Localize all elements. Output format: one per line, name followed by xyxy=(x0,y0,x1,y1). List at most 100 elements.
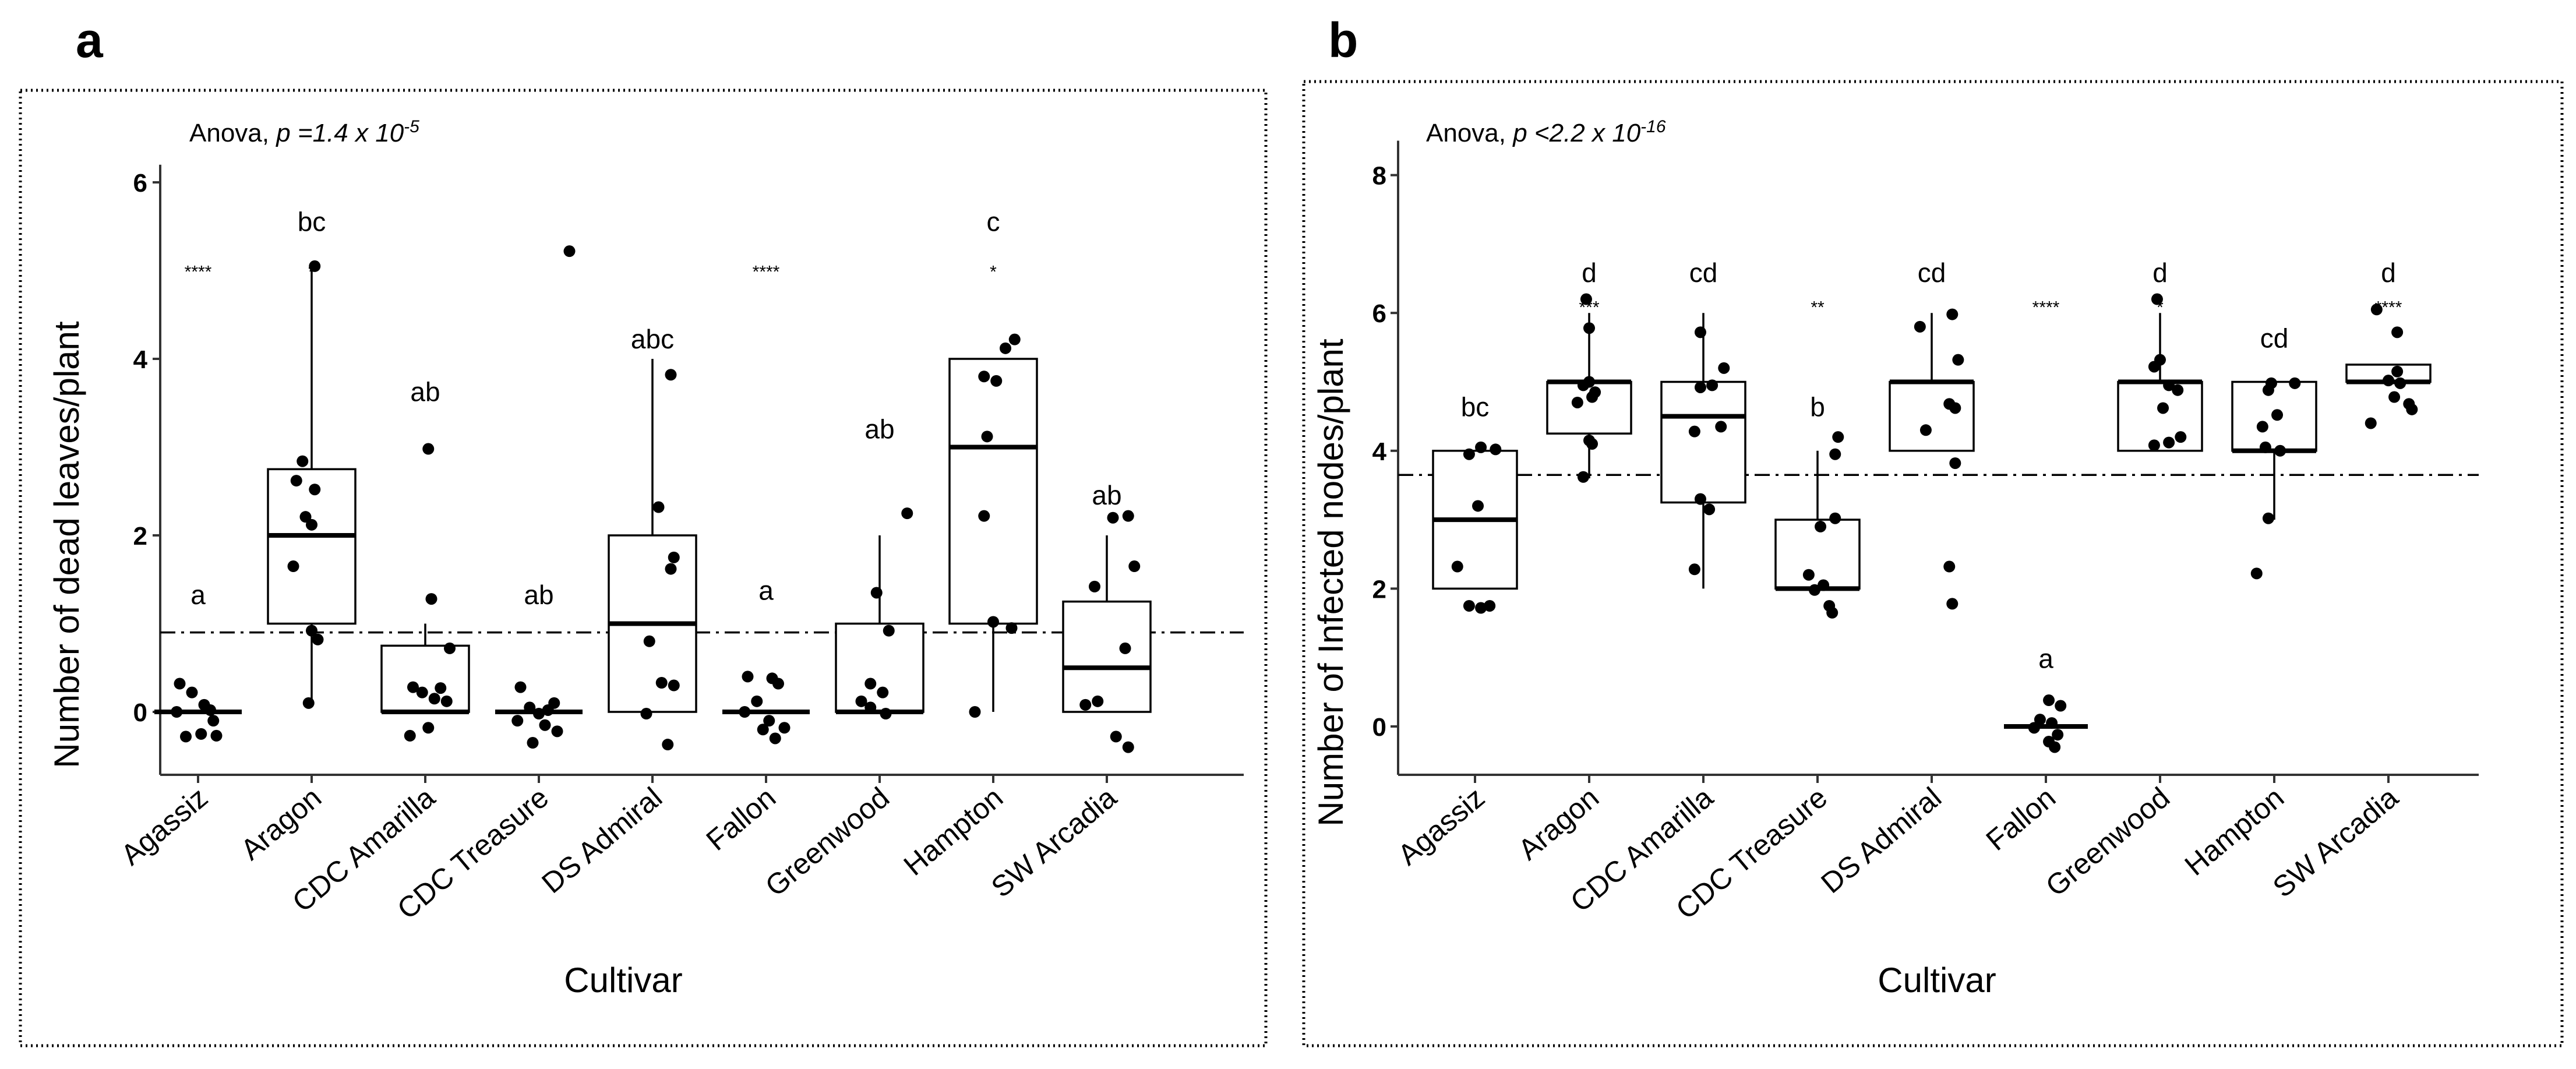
box-iqr xyxy=(1062,600,1152,713)
data-point xyxy=(1122,510,1134,522)
data-point xyxy=(640,708,652,720)
panel-b-y-tick: 6 xyxy=(1372,299,1386,328)
panel-a-x-tick: Greenwood xyxy=(759,781,895,903)
data-point xyxy=(435,682,447,694)
data-point xyxy=(2391,326,2404,338)
data-point xyxy=(186,686,198,698)
data-point xyxy=(1818,579,1830,591)
panel-a-sig-mark: * xyxy=(990,263,997,282)
data-point xyxy=(1586,391,1598,403)
data-point xyxy=(407,681,419,693)
data-point xyxy=(2256,421,2268,433)
data-point xyxy=(306,518,317,531)
data-point xyxy=(1706,379,1718,391)
data-point xyxy=(1914,320,1926,333)
data-point xyxy=(533,708,545,720)
panel-a-group-letters: a bc ab ab abc a ab c ab xyxy=(190,206,1121,610)
panel-b: b Anova, p <2.2 x 10-16 Number of Infect… xyxy=(1302,13,2564,1047)
data-point xyxy=(2157,402,2169,414)
panel-a-y-tick: 2 xyxy=(133,522,147,551)
data-point xyxy=(1826,606,1839,619)
data-point xyxy=(2148,439,2160,451)
box-iqr xyxy=(1546,380,1632,435)
data-point xyxy=(210,729,223,742)
data-point xyxy=(1463,448,1475,460)
panel-a-x-tick: Aragon xyxy=(235,781,328,867)
data-point xyxy=(757,724,769,736)
data-point xyxy=(1472,500,1484,512)
panel-b-x-tick: Aragon xyxy=(1512,781,1605,867)
data-point xyxy=(1694,493,1706,505)
data-point xyxy=(551,725,563,738)
data-point xyxy=(1577,379,1589,391)
box-iqr xyxy=(835,622,924,713)
panel-b-group-letter: bc xyxy=(1461,392,1490,422)
data-point xyxy=(195,728,207,740)
panel-a-sig-mark: **** xyxy=(185,263,212,282)
data-point xyxy=(1092,695,1104,707)
data-point xyxy=(763,715,775,727)
data-point xyxy=(643,635,655,647)
data-point xyxy=(1946,598,1959,610)
data-point xyxy=(2370,304,2383,316)
panel-a-x-tick: Hampton xyxy=(898,781,1009,882)
data-point xyxy=(1475,602,1487,614)
data-point xyxy=(1128,560,1141,573)
data-point xyxy=(2388,391,2401,403)
data-point xyxy=(2151,293,2163,305)
panel-b-y-tick: 8 xyxy=(1372,162,1386,190)
panel-a-group-letter: ab xyxy=(864,414,894,444)
panel-b-x-ticks: Agassiz Aragon CDC Amarilla CDC Treasure… xyxy=(1392,781,2404,925)
panel-a-plot-area xyxy=(153,164,1244,783)
data-point xyxy=(1005,622,1018,634)
data-point xyxy=(1694,381,1706,393)
data-point xyxy=(1943,560,1956,573)
panel-a-group-letter: c xyxy=(987,206,1000,237)
data-point xyxy=(204,704,216,716)
data-point xyxy=(1577,471,1589,483)
data-point xyxy=(864,701,877,714)
data-point xyxy=(428,693,440,705)
data-point xyxy=(1952,354,1964,366)
box-iqr xyxy=(2117,380,2203,452)
panel-b-group-letter: d xyxy=(1582,257,1597,288)
data-point xyxy=(1475,441,1487,453)
data-point xyxy=(1008,333,1021,345)
data-point xyxy=(2406,403,2418,415)
data-point xyxy=(1815,520,1827,532)
data-point xyxy=(751,695,763,707)
data-point xyxy=(870,587,883,599)
panel-a-y-tick: 0 xyxy=(133,698,147,727)
data-point xyxy=(1703,503,1716,516)
data-point xyxy=(969,706,981,718)
data-point xyxy=(1089,580,1100,592)
panel-b-x-tick: SW Arcadia xyxy=(2267,781,2404,904)
data-point xyxy=(416,686,428,698)
data-point xyxy=(2274,444,2286,457)
panel-a-group-letter: a xyxy=(758,576,774,606)
data-point xyxy=(1949,457,1961,470)
panel-a-y-axis-title: Number of dead leaves/plant xyxy=(47,321,86,768)
panel-b-group-letter: a xyxy=(2038,643,2053,673)
data-point xyxy=(1715,421,1727,433)
box-iqr xyxy=(1660,380,1746,504)
data-point xyxy=(990,375,1003,387)
data-point xyxy=(1580,293,1592,305)
panel-b-group-letter: d xyxy=(2381,257,2396,288)
data-point xyxy=(2365,417,2377,429)
data-point xyxy=(1122,741,1134,753)
box-iqr xyxy=(380,644,470,713)
data-point xyxy=(1583,322,1595,334)
data-point xyxy=(2289,377,2301,389)
data-point xyxy=(287,560,299,573)
data-point xyxy=(880,708,892,720)
data-point xyxy=(1107,511,1119,524)
data-point xyxy=(668,679,680,692)
panel-b-x-tick: DS Admiral xyxy=(1815,781,1948,900)
data-point xyxy=(1688,425,1700,438)
panel-b-sig-mark: ** xyxy=(1811,298,1825,317)
data-point xyxy=(739,706,751,718)
panel-b-x-axis-title: Cultivar xyxy=(1878,961,1996,1000)
data-point xyxy=(2175,431,2187,443)
